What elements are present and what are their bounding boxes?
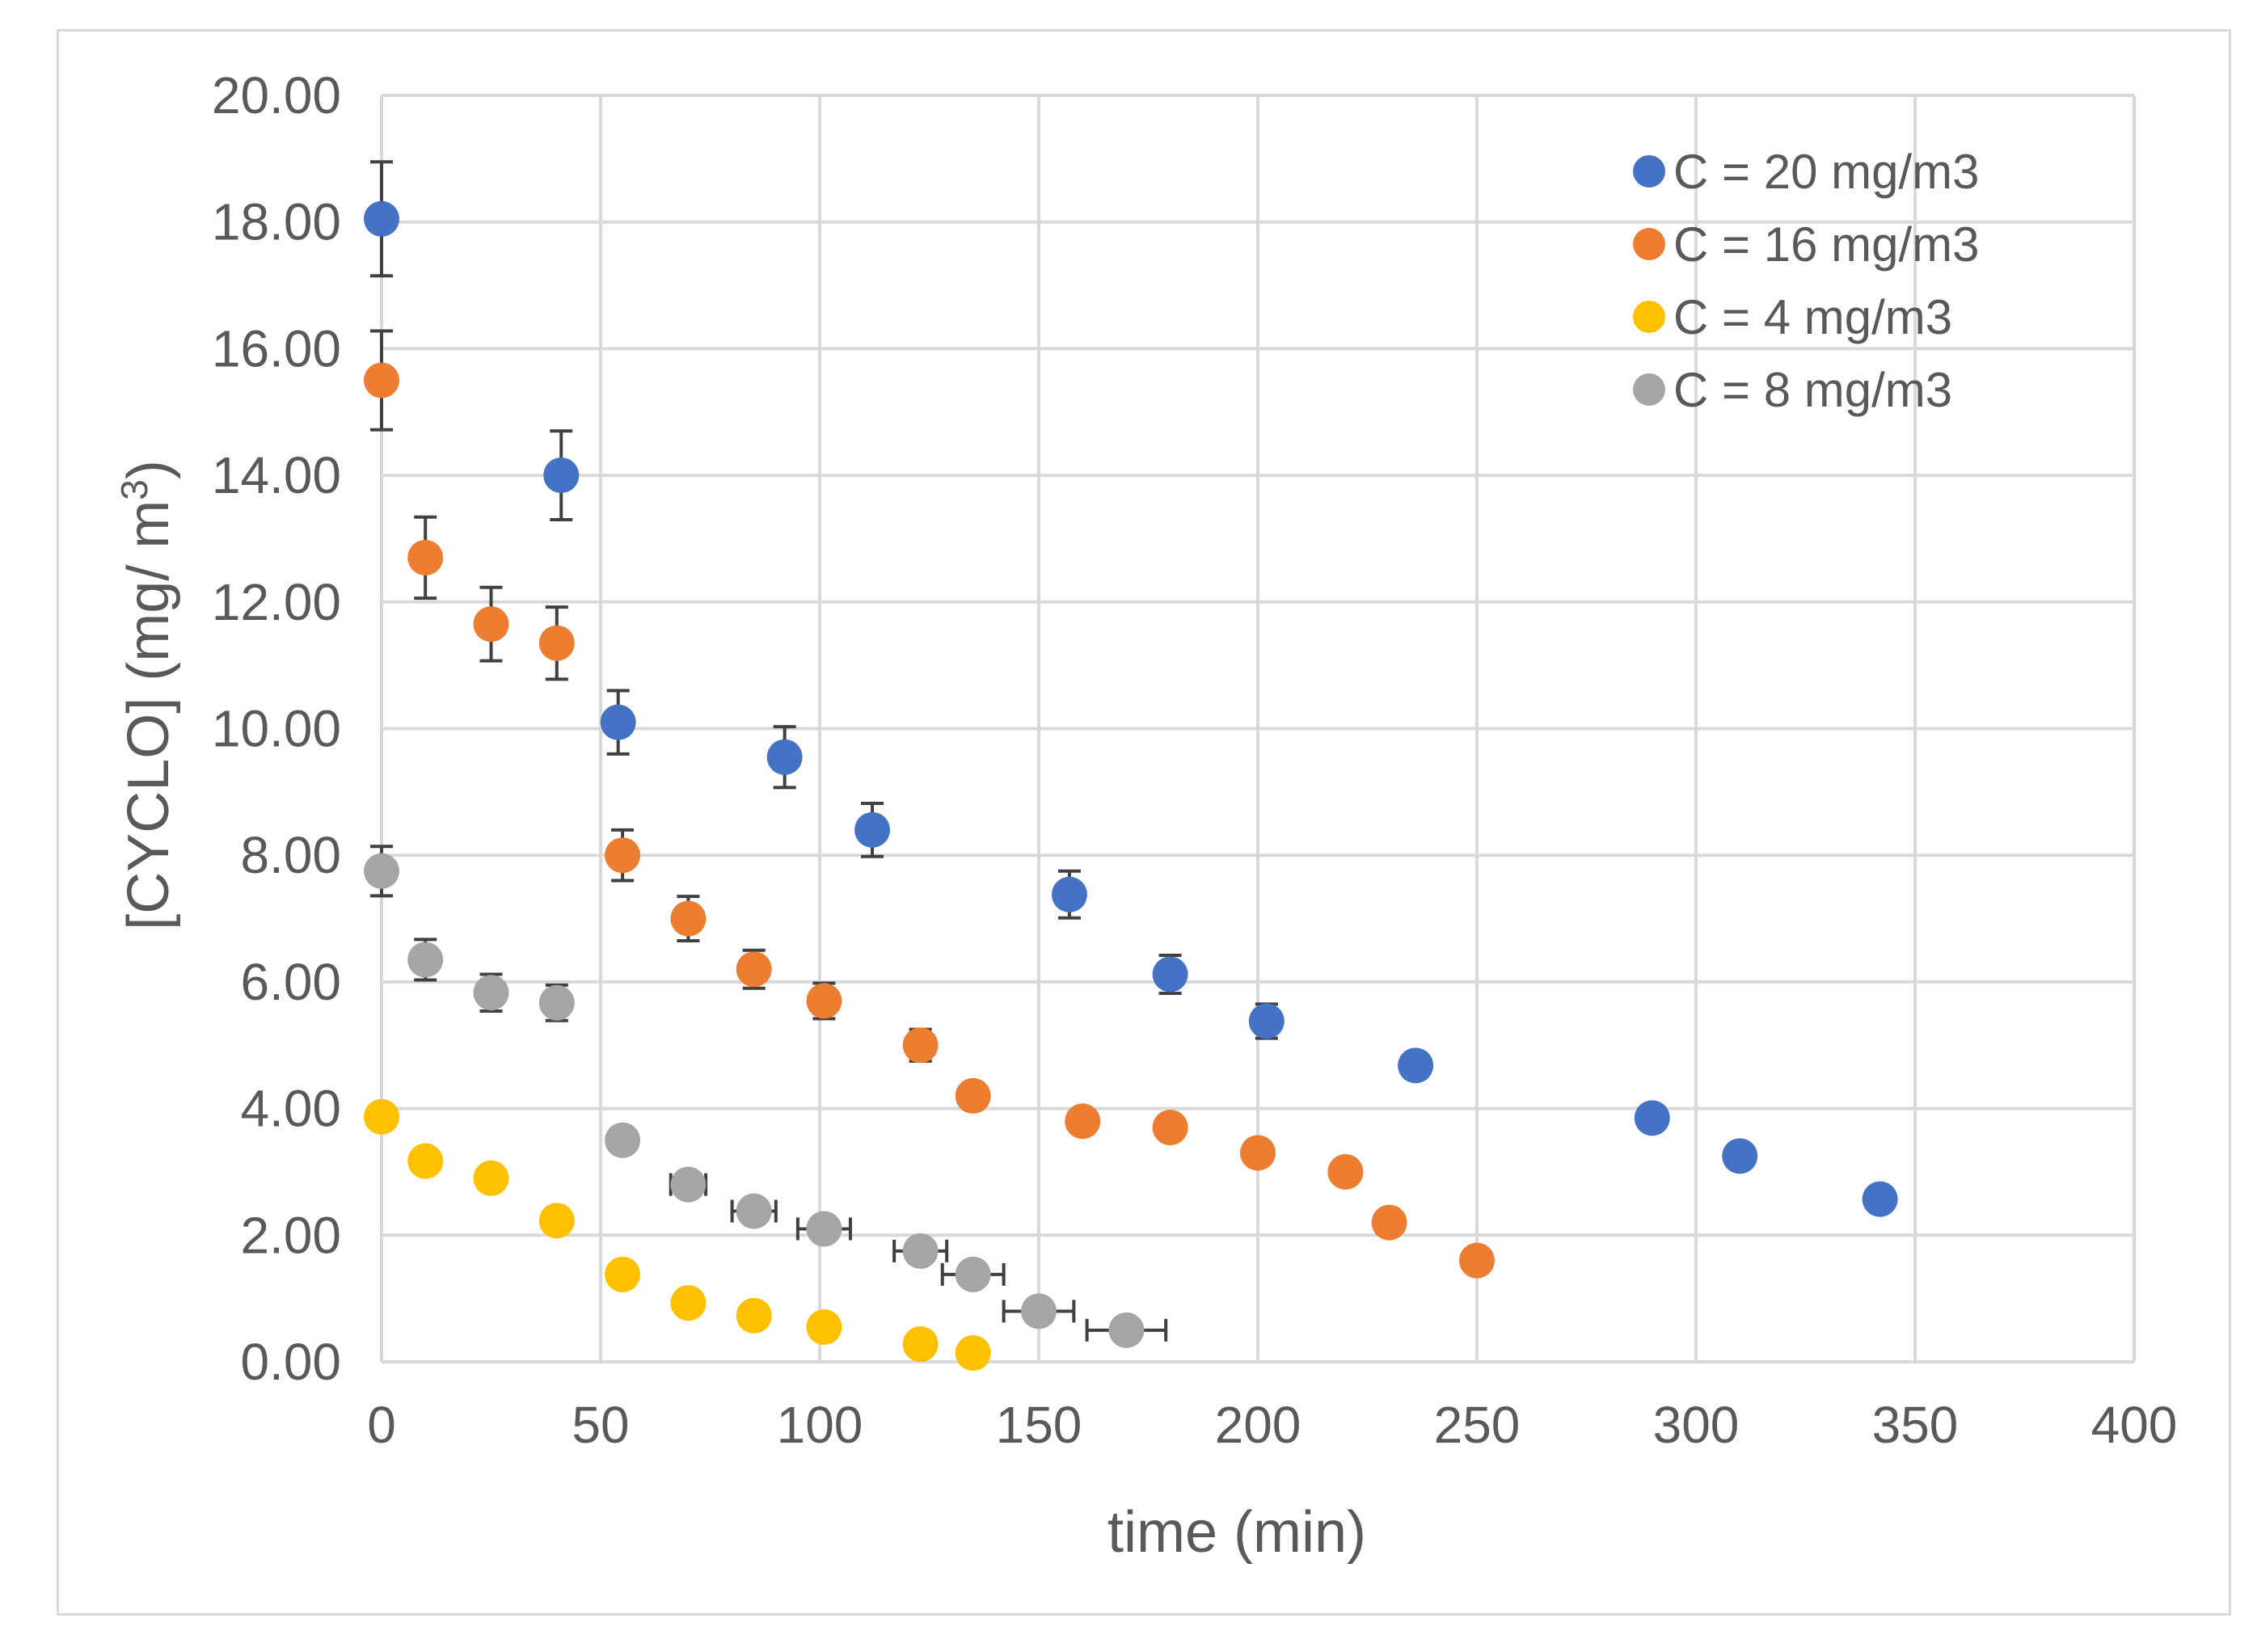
y-axis-title: [CYCLO] (mg/ m3) (113, 460, 181, 930)
data-point (955, 1256, 991, 1292)
data-point (538, 984, 575, 1021)
legend-marker (1633, 155, 1665, 188)
data-point (538, 1203, 575, 1239)
legend-label: C = 8 mg/m3 (1673, 363, 1952, 417)
data-point (1021, 1293, 1057, 1330)
data-point (1634, 1100, 1670, 1136)
x-tick-label: 50 (572, 1396, 629, 1454)
legend-label: C = 16 mg/m3 (1673, 217, 1980, 272)
data-point (543, 457, 580, 494)
gridlines (382, 94, 2136, 1362)
data-point (1152, 1110, 1188, 1146)
data-point (670, 900, 707, 937)
data-point (1065, 1103, 1101, 1140)
y-tick-label: 12.00 (212, 573, 341, 631)
legend-marker (1633, 373, 1665, 406)
y-tick-label: 10.00 (212, 700, 341, 758)
y-axis-title-main: [CYCLO] (mg/ m (116, 500, 181, 930)
tick-labels: 0 50 100 150 200 250 300 350 400 0.00 2.00 4.00 6.00… (212, 66, 2178, 1454)
data-point (1459, 1242, 1495, 1279)
x-tick-label: 400 (2091, 1396, 2178, 1454)
legend-marker (1633, 301, 1665, 333)
y-tick-label: 6.00 (240, 953, 341, 1011)
legend-label: C = 20 mg/m3 (1673, 145, 1980, 199)
data-point (670, 1285, 707, 1321)
data-point (605, 837, 641, 874)
data-point (1051, 876, 1087, 912)
axes (380, 95, 2134, 1363)
data-point (670, 1166, 707, 1203)
y-tick-label: 4.00 (240, 1080, 341, 1138)
data-point (1240, 1135, 1276, 1171)
data-point (955, 1335, 991, 1372)
data-point (407, 539, 444, 575)
data-point (736, 1297, 772, 1334)
x-tick-label: 350 (1872, 1396, 1959, 1454)
data-point (1248, 1003, 1285, 1039)
y-axis-title-superscript: 3 (113, 479, 155, 500)
data-point (806, 1309, 842, 1345)
x-axis-title: time (min) (1107, 1500, 1366, 1565)
legend-label: C = 4 mg/m3 (1673, 290, 1952, 344)
data-point (902, 1233, 939, 1269)
data-point (364, 853, 399, 889)
y-axis-title-close: ) (116, 460, 181, 479)
y-tick-label: 8.00 (240, 826, 341, 884)
data-point (806, 983, 842, 1019)
y-tick-label: 20.00 (212, 66, 341, 124)
data-point (854, 811, 891, 848)
data-point (473, 975, 509, 1011)
data-point (955, 1077, 991, 1114)
data-point (1108, 1312, 1145, 1348)
data-point (902, 1027, 939, 1064)
x-tick-label: 100 (777, 1396, 863, 1454)
data-point (407, 942, 444, 978)
data-point (473, 606, 509, 643)
data-point (1862, 1181, 1898, 1217)
data-point (1722, 1138, 1758, 1174)
y-tick-label: 16.00 (212, 319, 341, 377)
data-point (600, 704, 636, 740)
y-tick-label: 0.00 (240, 1333, 341, 1391)
data-point (1371, 1204, 1407, 1241)
data-point (1152, 956, 1188, 992)
x-tick-label: 150 (996, 1396, 1082, 1454)
data-point (806, 1211, 842, 1247)
data-point (407, 1143, 444, 1179)
data-point (902, 1326, 939, 1363)
y-tick-label: 14.00 (212, 446, 341, 504)
x-tick-label: 300 (1653, 1396, 1740, 1454)
data-point (1398, 1047, 1434, 1084)
data-point (736, 1193, 772, 1229)
data-point (364, 200, 399, 237)
data-point (736, 951, 772, 988)
legend: C = 20 mg/m3 C = 16 mg/m3 C = 4 mg/m3 C = 8… (1633, 145, 1980, 417)
data-point (1327, 1153, 1364, 1190)
data-point (473, 1160, 509, 1196)
data-point (605, 1256, 641, 1292)
y-tick-label: 2.00 (240, 1206, 341, 1264)
data-point (766, 739, 803, 775)
legend-marker (1633, 228, 1665, 260)
y-tick-label: 18.00 (212, 193, 341, 251)
x-tick-label: 0 (367, 1396, 396, 1454)
x-tick-label: 200 (1215, 1396, 1301, 1454)
data-points (364, 200, 1898, 1372)
data-point (538, 625, 575, 661)
chart-frame (57, 29, 2231, 1616)
data-point (605, 1122, 641, 1158)
data-point (364, 1098, 399, 1135)
x-tick-label: 250 (1434, 1396, 1521, 1454)
data-point (364, 362, 399, 398)
